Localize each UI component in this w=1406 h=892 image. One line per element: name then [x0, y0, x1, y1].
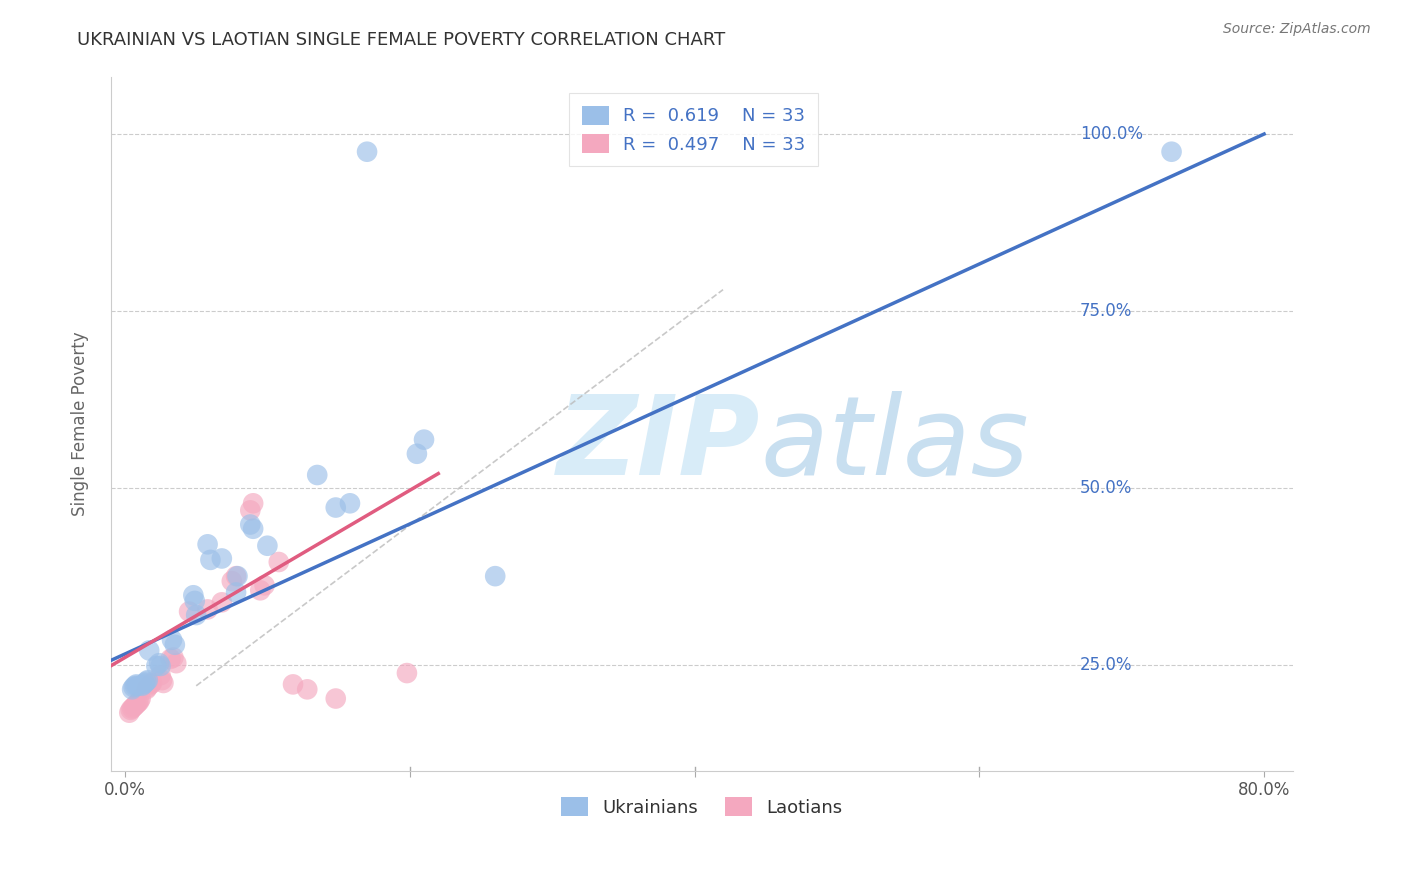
- Point: [138, 643, 160, 657]
- Point: [239, 503, 262, 517]
- Point: [131, 679, 153, 693]
- Y-axis label: Single Female Poverty: Single Female Poverty: [72, 332, 89, 516]
- Text: atlas: atlas: [761, 392, 1029, 499]
- Point: [253, 578, 276, 592]
- Point: [200, 553, 222, 567]
- Point: [325, 691, 347, 706]
- Point: [211, 551, 233, 566]
- Point: [136, 680, 159, 694]
- Point: [484, 569, 506, 583]
- Point: [177, 605, 200, 619]
- Point: [125, 677, 148, 691]
- Point: [281, 677, 304, 691]
- Text: 75.0%: 75.0%: [1080, 301, 1132, 320]
- Point: [150, 673, 173, 687]
- Point: [132, 677, 155, 691]
- Point: [124, 679, 146, 693]
- Text: 25.0%: 25.0%: [1080, 656, 1132, 673]
- Text: Source: ZipAtlas.com: Source: ZipAtlas.com: [1223, 22, 1371, 37]
- Point: [406, 447, 429, 461]
- Point: [141, 676, 163, 690]
- Point: [242, 522, 264, 536]
- Point: [256, 539, 278, 553]
- Point: [160, 632, 183, 647]
- Point: [249, 583, 271, 598]
- Text: ZIP: ZIP: [557, 392, 761, 499]
- Point: [121, 682, 143, 697]
- Point: [122, 680, 145, 694]
- Point: [134, 676, 156, 690]
- Point: [225, 569, 247, 583]
- Point: [149, 668, 172, 682]
- Point: [163, 638, 186, 652]
- Point: [159, 652, 181, 666]
- Point: [124, 698, 146, 713]
- Point: [267, 555, 290, 569]
- Point: [211, 595, 233, 609]
- Point: [152, 676, 174, 690]
- Point: [186, 608, 208, 623]
- Point: [162, 650, 184, 665]
- Point: [165, 656, 187, 670]
- Point: [127, 679, 149, 693]
- Text: 50.0%: 50.0%: [1080, 479, 1132, 497]
- Point: [226, 569, 249, 583]
- Point: [136, 673, 159, 687]
- Point: [197, 537, 219, 551]
- Point: [121, 701, 143, 715]
- Point: [1160, 145, 1182, 159]
- Point: [135, 674, 157, 689]
- Point: [413, 433, 436, 447]
- Point: [135, 682, 157, 697]
- Point: [395, 666, 418, 681]
- Point: [139, 677, 162, 691]
- Point: [356, 145, 378, 159]
- Point: [127, 696, 149, 710]
- Point: [239, 517, 262, 532]
- Point: [118, 706, 141, 720]
- Point: [148, 656, 170, 670]
- Point: [242, 496, 264, 510]
- Point: [339, 496, 361, 510]
- Text: 100.0%: 100.0%: [1080, 125, 1143, 143]
- Point: [122, 700, 145, 714]
- Point: [120, 703, 142, 717]
- Point: [129, 691, 152, 706]
- Point: [297, 682, 319, 697]
- Text: UKRAINIAN VS LAOTIAN SINGLE FEMALE POVERTY CORRELATION CHART: UKRAINIAN VS LAOTIAN SINGLE FEMALE POVER…: [77, 31, 725, 49]
- Point: [149, 659, 172, 673]
- Point: [225, 585, 247, 599]
- Point: [221, 574, 243, 588]
- Point: [183, 588, 205, 602]
- Point: [197, 602, 219, 616]
- Point: [125, 697, 148, 711]
- Point: [325, 500, 347, 515]
- Legend: Ukrainians, Laotians: Ukrainians, Laotians: [554, 790, 849, 824]
- Point: [307, 468, 329, 483]
- Point: [128, 694, 150, 708]
- Point: [145, 659, 167, 673]
- Point: [184, 594, 207, 608]
